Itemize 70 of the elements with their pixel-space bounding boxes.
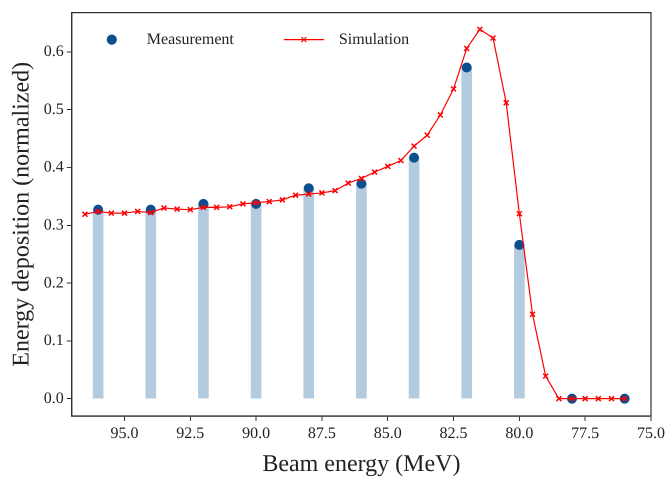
y-tick-label: 0.0	[44, 390, 64, 407]
legend-label: Simulation	[338, 30, 410, 48]
point	[304, 183, 314, 194]
x-axis-title: Beam energy (MeV)	[262, 450, 460, 477]
point	[213, 204, 220, 211]
point	[424, 132, 430, 138]
point	[476, 26, 484, 33]
point	[318, 190, 326, 196]
point	[108, 210, 115, 216]
bar	[198, 204, 209, 398]
y-tick-label: 0.5	[44, 100, 64, 118]
bar	[303, 188, 314, 398]
x-tick-label: 82.5	[440, 424, 468, 442]
bar	[514, 244, 525, 398]
bar	[408, 157, 420, 398]
point	[556, 395, 562, 402]
point	[409, 152, 420, 163]
y-tick-label: 0.2	[44, 274, 64, 292]
y-tick-label: 0.4	[44, 158, 64, 176]
x-tick-label: 95.0	[110, 424, 138, 442]
y-tick-label: 0.3	[44, 216, 64, 234]
point	[306, 190, 312, 198]
point	[345, 180, 352, 186]
bar	[356, 183, 367, 398]
x-tick-label: 77.5	[571, 424, 600, 442]
point	[608, 395, 615, 402]
y-tick-label: 0.1	[44, 332, 64, 350]
point	[266, 198, 272, 205]
point	[595, 395, 602, 402]
x-tick-label: 87.5	[308, 424, 336, 442]
point	[358, 175, 365, 182]
bar	[92, 209, 104, 398]
x-tick-label: 75.0	[637, 424, 665, 442]
point	[332, 187, 338, 194]
point	[437, 112, 444, 118]
x-tick-label: 85.0	[374, 424, 402, 442]
point	[463, 45, 470, 52]
point	[450, 86, 457, 92]
point	[384, 163, 391, 170]
point	[82, 211, 88, 218]
point	[514, 240, 524, 250]
point	[582, 395, 588, 402]
bar	[250, 204, 262, 398]
point	[292, 192, 299, 198]
x-tick-label: 92.5	[176, 424, 204, 442]
bar	[145, 209, 156, 398]
point	[174, 206, 180, 212]
point	[226, 204, 233, 210]
point	[200, 204, 207, 211]
point	[542, 372, 549, 380]
y-tick-label: 0.6	[44, 43, 64, 60]
point	[516, 210, 523, 217]
point	[160, 204, 168, 212]
point	[187, 206, 194, 213]
point	[462, 62, 472, 73]
point	[490, 34, 496, 42]
point	[410, 142, 418, 150]
point	[502, 100, 510, 106]
point	[279, 196, 286, 204]
legend-label: Measurement	[146, 30, 234, 48]
point	[398, 157, 404, 164]
point	[529, 311, 536, 318]
x-tick-label: 80.0	[505, 424, 534, 442]
bar	[461, 67, 472, 398]
point	[121, 210, 128, 216]
point	[240, 200, 246, 208]
x-tick-label: 90.0	[242, 424, 270, 442]
y-axis-title: Energy deposition (normalized)	[8, 62, 35, 367]
point	[371, 168, 378, 176]
point	[134, 208, 141, 215]
